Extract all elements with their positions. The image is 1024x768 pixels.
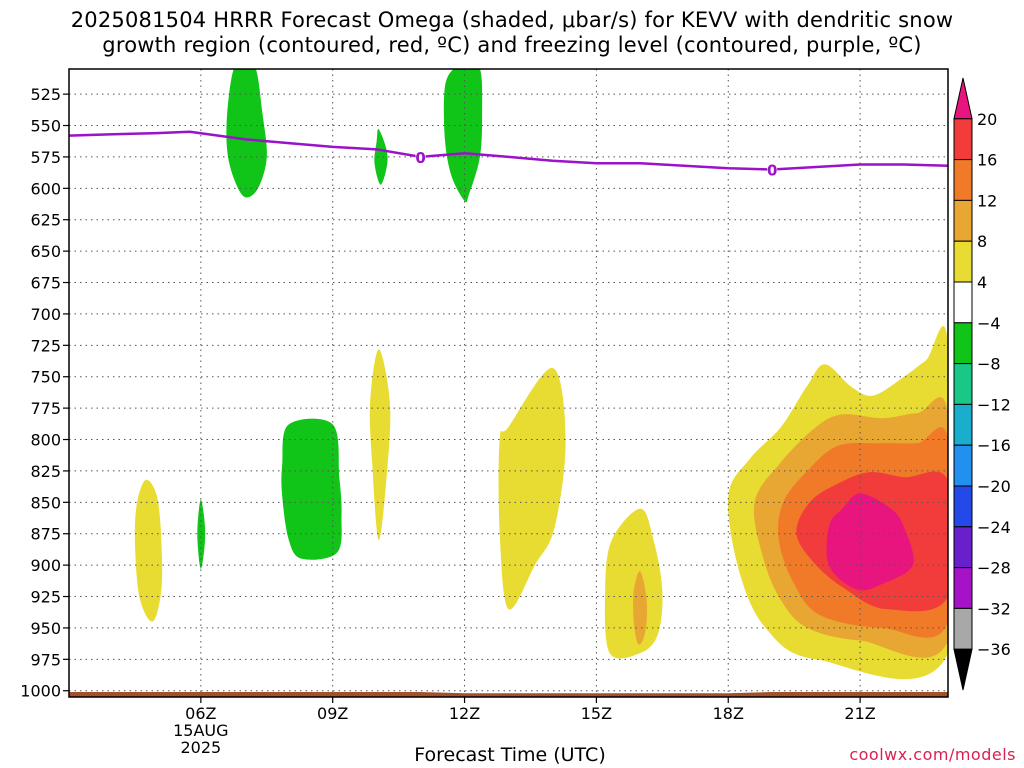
colorbar-top-arrow xyxy=(953,77,973,120)
colorbar-label: −16 xyxy=(977,436,1011,455)
y-tick-label: 1000 xyxy=(20,682,61,701)
y-tick-label: 675 xyxy=(30,274,61,293)
colorbar: 20 16 12 8 4 −4 −8 −12 −16 −20 −24 −28 −32 −36 xyxy=(953,77,1011,691)
omega-region-8 xyxy=(604,508,663,659)
freezing-level-line xyxy=(68,130,949,171)
omega-shading-layer xyxy=(134,69,948,680)
colorbar-label: −4 xyxy=(977,314,1001,333)
colorbar-label: −24 xyxy=(977,518,1011,537)
y-tick-label: 600 xyxy=(30,179,61,198)
omega-region-5 xyxy=(134,479,163,622)
colorbar-bin xyxy=(953,607,973,650)
x-tick-label: 09Z xyxy=(317,704,348,723)
omega-region-4 xyxy=(197,499,206,569)
freezing-level-label-bg xyxy=(767,161,778,178)
colorbar-bin xyxy=(953,444,973,487)
y-tick-label: 725 xyxy=(30,336,61,355)
freezing-level-layer: 00 xyxy=(68,130,949,179)
y-tick-label: 850 xyxy=(30,493,61,512)
colorbar-bin xyxy=(953,363,973,405)
chart-title: 2025081504 HRRR Forecast Omega (shaded, … xyxy=(0,8,1024,58)
omega-region-2 xyxy=(374,128,388,185)
colorbar-bin xyxy=(953,281,973,324)
plot-frame xyxy=(68,68,949,698)
y-tick-label: 875 xyxy=(30,525,61,544)
x-tick-label: 21Z xyxy=(844,704,875,723)
freezing-level-label-bg xyxy=(415,148,426,165)
y-tick-label: 825 xyxy=(30,462,61,481)
y-tick-label: 750 xyxy=(30,368,61,387)
y-tick-label: 975 xyxy=(30,650,61,669)
omega-region-6 xyxy=(369,349,391,540)
colorbar-label: 20 xyxy=(977,110,997,129)
colorbar-bottom-arrow xyxy=(953,648,973,691)
y-tick-label: 700 xyxy=(30,305,61,324)
colorbar-bin xyxy=(953,118,973,161)
colorbar-label: −12 xyxy=(977,395,1011,414)
omega-region-14 xyxy=(826,493,914,591)
colorbar-bin xyxy=(953,322,973,365)
y-tick-label: 950 xyxy=(30,619,61,638)
x-axis-label: Forecast Time (UTC) xyxy=(414,744,606,766)
colorbar-label: −20 xyxy=(977,477,1011,496)
colorbar-label: 8 xyxy=(977,232,987,251)
colorbar-bin xyxy=(953,567,973,609)
omega-region-9 xyxy=(633,571,648,645)
omega-region-3 xyxy=(281,418,342,560)
colorbar-label: 4 xyxy=(977,273,987,292)
freezing-level-label: 0 xyxy=(767,161,777,179)
y-tick-label: 525 xyxy=(30,85,61,104)
colorbar-label: −36 xyxy=(977,640,1011,659)
colorbar-label: 12 xyxy=(977,191,997,210)
x-tick-date: 15AUG xyxy=(173,721,228,740)
colorbar-bin xyxy=(953,403,973,446)
omega-region-0 xyxy=(226,69,267,198)
y-tick-label: 625 xyxy=(30,211,61,230)
colorbar-label: −28 xyxy=(977,559,1011,578)
x-tick-label: 15Z xyxy=(581,704,612,723)
colorbar-label: −8 xyxy=(977,355,1001,374)
terrain-fill xyxy=(69,692,948,697)
x-tick-label: 18Z xyxy=(713,704,744,723)
freezing-level-label: 0 xyxy=(415,149,425,167)
y-tick-label: 900 xyxy=(30,556,61,575)
colorbar-label: −32 xyxy=(977,599,1011,618)
y-tick-label: 550 xyxy=(30,117,61,136)
colorbar-bin xyxy=(953,485,973,528)
x-tick-label: 06Z xyxy=(185,704,216,723)
y-tick-label: 800 xyxy=(30,431,61,450)
y-axis-ticks: 525 550 575 600 625 650 675 700 725 750 775 800 825 8… xyxy=(20,85,69,701)
omega-region-7 xyxy=(498,367,566,610)
colorbar-bin xyxy=(953,240,973,283)
colorbar-bin xyxy=(953,159,973,201)
colorbar-bin xyxy=(953,199,973,242)
terrain-layer xyxy=(69,692,948,697)
y-tick-label: 775 xyxy=(30,399,61,418)
y-tick-label: 650 xyxy=(30,242,61,261)
x-tick-year: 2025 xyxy=(180,738,221,757)
y-tick-label: 575 xyxy=(30,148,61,167)
colorbar-bin xyxy=(953,526,973,569)
colorbar-label: 16 xyxy=(977,151,997,170)
credit-link[interactable]: coolwx.com/models xyxy=(849,745,1016,764)
chart-title-line-2: growth region (contoured, red, ºC) and f… xyxy=(102,33,922,57)
grid-layer xyxy=(69,69,948,697)
y-tick-label: 925 xyxy=(30,588,61,607)
omega-region-1 xyxy=(443,69,483,203)
x-tick-label: 12Z xyxy=(449,704,480,723)
chart-title-line-1: 2025081504 HRRR Forecast Omega (shaded, … xyxy=(70,8,954,32)
